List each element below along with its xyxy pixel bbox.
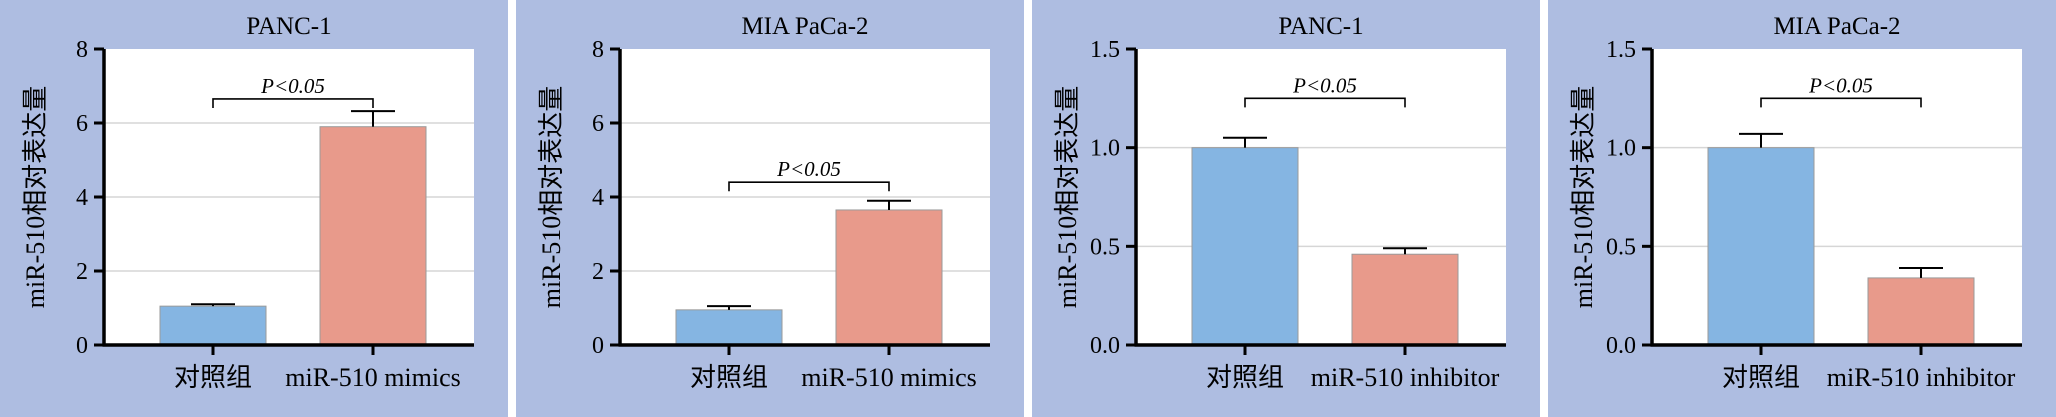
x-category-label: 对照组 — [690, 363, 768, 392]
y-tick-label: 2 — [592, 259, 604, 285]
panel-title: MIA PaCa-2 — [741, 13, 868, 40]
significance-label: P<0.05 — [1808, 73, 1873, 97]
y-tick-label: 1.0 — [1090, 136, 1120, 162]
significance-bracket — [212, 98, 374, 108]
bar-control — [1707, 147, 1815, 346]
chart-panel-3: PANC-1 miR-510相对表达量 0.0 0.5 1.0 1.5 对照组 miR-510… — [1032, 0, 1540, 417]
y-tick-label: 4 — [76, 185, 88, 211]
significance-label: P<0.05 — [260, 74, 325, 98]
y-axis-label: miR-510相对表达量 — [1569, 86, 1598, 308]
y-tick-label: 8 — [76, 37, 88, 63]
bar-control — [159, 305, 267, 346]
chart-panel-4: MIA PaCa-2 miR-510相对表达量 0.0 0.5 1.0 1.5 对照组 miR… — [1548, 0, 2056, 417]
y-tick-label: 0.0 — [1090, 333, 1120, 359]
y-tick-label: 8 — [592, 37, 604, 63]
y-axis-label: miR-510相对表达量 — [1053, 86, 1082, 308]
y-tick-label: 1.0 — [1606, 136, 1636, 162]
bar-treatment — [1351, 253, 1459, 346]
x-category-label: miR-510 inhibitor — [1311, 363, 1500, 392]
panel-title: PANC-1 — [1278, 13, 1363, 40]
bar-control — [1191, 147, 1299, 346]
significance-bracket — [1244, 97, 1406, 108]
y-tick-label: 1.5 — [1090, 37, 1120, 63]
x-category-label: miR-510 mimics — [801, 363, 977, 392]
panel-title: PANC-1 — [246, 13, 331, 40]
chart-svg: MIA PaCa-2 miR-510相对表达量 0 2 4 6 8 对照组 miR-510 mi… — [516, 0, 1024, 417]
x-category-label: 对照组 — [174, 363, 252, 392]
chart-panel-1: PANC-1 miR-510相对表达量 0 2 4 6 8 对照组 miR-510 mimics… — [0, 0, 508, 417]
chart-svg: PANC-1 miR-510相对表达量 0.0 0.5 1.0 1.5 对照组 miR-510… — [1032, 0, 1540, 417]
x-category-label: miR-510 inhibitor — [1827, 363, 2016, 392]
x-category-label: 对照组 — [1206, 363, 1284, 392]
significance-bracket — [728, 181, 890, 192]
y-tick-label: 1.5 — [1606, 37, 1636, 63]
chart-svg: PANC-1 miR-510相对表达量 0 2 4 6 8 对照组 miR-510 mimics… — [0, 0, 508, 417]
x-category-label: miR-510 mimics — [285, 363, 461, 392]
y-tick-label: 6 — [592, 111, 604, 137]
y-tick-label: 4 — [592, 185, 604, 211]
y-tick-label: 2 — [76, 259, 88, 285]
significance-bracket — [1760, 97, 1922, 108]
y-tick-label: 0 — [592, 333, 604, 359]
x-category-label: 对照组 — [1722, 363, 1800, 392]
bar-control — [675, 309, 783, 346]
panel-title: MIA PaCa-2 — [1773, 13, 1900, 40]
y-tick-label: 0 — [76, 333, 88, 359]
chart-svg: MIA PaCa-2 miR-510相对表达量 0.0 0.5 1.0 1.5 对照组 miR… — [1548, 0, 2056, 417]
y-tick-label: 6 — [76, 111, 88, 137]
y-tick-label: 0.0 — [1606, 333, 1636, 359]
bar-treatment — [319, 126, 427, 346]
significance-label: P<0.05 — [776, 157, 841, 181]
y-axis-label: miR-510相对表达量 — [537, 86, 566, 308]
significance-label: P<0.05 — [1292, 73, 1357, 97]
y-axis-label: miR-510相对表达量 — [21, 86, 50, 308]
chart-panel-2: MIA PaCa-2 miR-510相对表达量 0 2 4 6 8 对照组 miR-510 mi… — [516, 0, 1024, 417]
bar-treatment — [835, 209, 943, 346]
y-tick-label: 0.5 — [1090, 234, 1120, 260]
bar-treatment — [1867, 277, 1975, 346]
y-tick-label: 0.5 — [1606, 234, 1636, 260]
